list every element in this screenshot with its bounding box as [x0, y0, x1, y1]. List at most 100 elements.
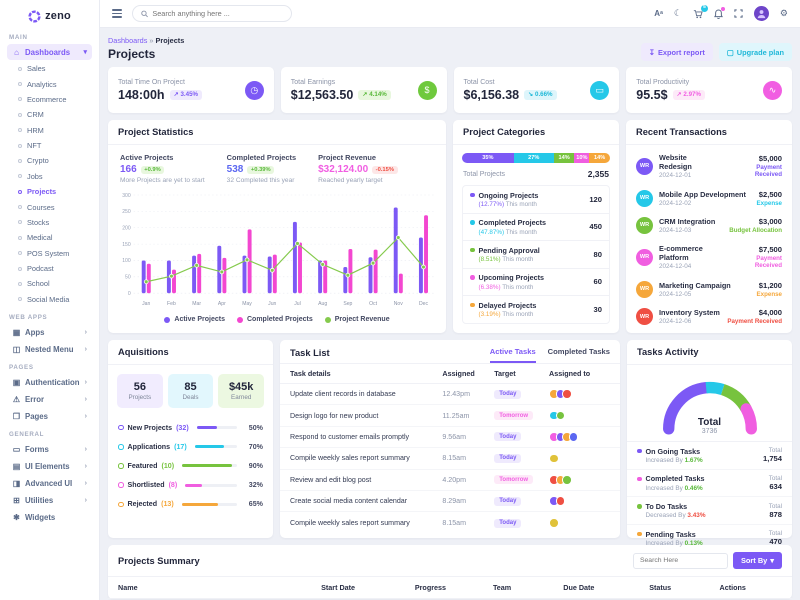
task-list-title: Task List [290, 348, 330, 358]
sort-by-button[interactable]: Sort By ▾ [732, 552, 782, 569]
legend-dot [324, 316, 331, 323]
summary-search-input[interactable] [632, 552, 728, 569]
acquisition-percent: 65% [248, 500, 263, 509]
sidebar-item-hrm[interactable]: HRM [7, 123, 92, 138]
categories-stacked-bar: 35% 27% 14% 10% 14% [462, 153, 610, 163]
legend-item-active-projects: Active Projects [164, 316, 225, 323]
wallet-icon: ▭ [590, 80, 610, 100]
sidebar: zeno MAIN ⌂ Dashboards ▾ Sales Analytics Ecomm… [0, 0, 100, 600]
sidebar-subitem-label: Jobs [27, 171, 43, 181]
sidebar-item-authentication[interactable]: ▣ Authentication › [7, 374, 92, 390]
task-details: Compile weekly sales report summary [290, 519, 410, 528]
progress-fill [185, 483, 202, 487]
sidebar-item-podcast[interactable]: Podcast [7, 261, 92, 276]
task-assigned-time: 8.15am [442, 519, 467, 528]
notifications-icon[interactable] [713, 6, 725, 19]
sidebar-item-widgets[interactable]: ✱ Widgets [7, 509, 92, 525]
user-avatar[interactable] [753, 6, 769, 21]
acquisition-name: Featured [127, 461, 158, 470]
svg-text:Dec: Dec [419, 301, 429, 307]
svg-text:Sep: Sep [343, 301, 352, 307]
sidebar-item-advanced-ui[interactable]: ◨ Advanced UI › [7, 475, 92, 491]
transaction-avatar: WR [636, 280, 653, 298]
cart-icon[interactable]: 5 [693, 4, 708, 19]
acquisition-row-shortlisted: Shortlisted (8) 32% [118, 476, 263, 495]
page-header: Dashboards » Projects Projects ↧ Export r… [108, 36, 792, 61]
gear-icon[interactable]: ⚙ [779, 8, 788, 18]
category-item-pending-approval: Pending Approval (8.51%) This month 80 [463, 241, 609, 269]
sidebar-item-nested-menu[interactable]: ◫ Nested Menu › [7, 341, 92, 357]
activity-change-pct: 3.43% [687, 512, 706, 520]
tab-active-tasks[interactable]: Active Tasks [489, 347, 536, 363]
total-projects-value: 2,355 [587, 169, 609, 179]
projects-summary-title: Projects Summary [118, 555, 200, 566]
kpi-delta-badge: ↗ 3.45% [169, 89, 203, 100]
page-title: Projects [108, 47, 156, 61]
export-report-button[interactable]: ↧ Export report [640, 43, 713, 61]
ui-elements-icon: ▤ [12, 461, 21, 471]
sidebar-item-dashboards[interactable]: ⌂ Dashboards ▾ [7, 44, 92, 60]
acquisitions-list: New Projects (32) 50% Applications (17) 70%… [108, 412, 273, 514]
transaction-avatar: WR [636, 157, 653, 175]
sidebar-item-ui-elements[interactable]: ▤ UI Elements › [7, 458, 92, 474]
apps-icon: ▦ [12, 327, 21, 337]
sidebar-item-crm[interactable]: CRM [7, 107, 92, 122]
sidebar-item-crypto[interactable]: Crypto [7, 153, 92, 168]
category-segment: 10% [574, 153, 590, 163]
sidebar-item-school[interactable]: School [7, 276, 92, 291]
sidebar-subitem-label: CRM [27, 110, 44, 120]
moon-icon[interactable]: ☾ [673, 8, 682, 18]
task-details: Design logo for new product [290, 411, 379, 420]
acquisition-stat-projects: 56 Projects [117, 374, 163, 408]
search-input[interactable] [152, 9, 283, 18]
kpi-cards: Total Time On Project 148:00h ↗ 3.45% ◷ Tota… [108, 67, 792, 113]
task-target-badge: Tomorrow [494, 475, 534, 485]
bullet-icon [18, 112, 22, 117]
bullet-icon [18, 266, 22, 271]
sidebar-item-nft[interactable]: NFT [7, 138, 92, 153]
summary-col-progress: Progress [414, 583, 447, 592]
utilities-icon: ⊞ [13, 495, 20, 505]
tab-completed-tasks[interactable]: Completed Tasks [547, 347, 610, 356]
transaction-row: WR Marketing Campaign 2024-12-05 $1,200 Expe… [636, 276, 782, 303]
project-categories-title: Project Categories [463, 127, 546, 137]
kpi-delta-badge: ↗ 4.14% [358, 89, 391, 100]
sidebar-item-apps[interactable]: ▦ Apps › [7, 324, 92, 340]
activity-row-pending-tasks: Pending Tasks Increased By 0.13% Total 470 [627, 525, 792, 552]
upgrade-plan-button[interactable]: ▢ Upgrade plan [718, 43, 792, 61]
sidebar-item-stocks[interactable]: Stocks [7, 215, 92, 230]
sidebar-item-social-media[interactable]: Social Media [7, 292, 92, 307]
sidebar-item-utilities[interactable]: ⊞ Utilities › [7, 492, 92, 508]
activity-total-value: 878 [769, 509, 782, 519]
breadcrumb-dashboards[interactable]: Dashboards [108, 36, 148, 45]
transaction-amount: $7,500 [758, 245, 782, 255]
menu-toggle-icon[interactable] [112, 9, 122, 18]
progress-bar [194, 445, 237, 449]
bullet-icon [18, 82, 22, 87]
sidebar-item-ecommerce[interactable]: Ecommerce [7, 92, 92, 107]
progress-bar [181, 502, 237, 506]
kpi-info: Total Earnings $12,563.50 ↗ 4.14% [291, 79, 391, 102]
summary-col-team: Team [492, 583, 512, 592]
sidebar-item-forms[interactable]: ▭ Forms › [7, 441, 92, 457]
activity-name: To Do Tasks [637, 502, 706, 511]
fullscreen-icon[interactable] [734, 9, 743, 18]
sidebar-item-sales[interactable]: Sales [7, 61, 92, 76]
sidebar-item-projects[interactable]: Projects [7, 184, 92, 199]
sidebar-item-courses[interactable]: Courses [7, 199, 92, 214]
brand-logo[interactable]: zeno [7, 5, 92, 27]
bullet-icon [18, 220, 22, 225]
sidebar-item-error[interactable]: ⚠ Error › [7, 391, 92, 407]
sidebar-item-label: Advanced UI [25, 478, 73, 488]
legend-dot [164, 316, 171, 323]
page-content: Dashboards » Projects Projects ↧ Export r… [100, 28, 800, 600]
sidebar-item-pages[interactable]: ❐ Pages › [7, 408, 92, 424]
sidebar-item-pos-system[interactable]: POS System [7, 246, 92, 261]
sidebar-item-medical[interactable]: Medical [7, 230, 92, 245]
bullet-icon [18, 158, 22, 163]
sidebar-item-jobs[interactable]: Jobs [7, 169, 92, 184]
task-assigned-time: 11.25am [442, 411, 470, 420]
sidebar-item-analytics[interactable]: Analytics [7, 76, 92, 91]
